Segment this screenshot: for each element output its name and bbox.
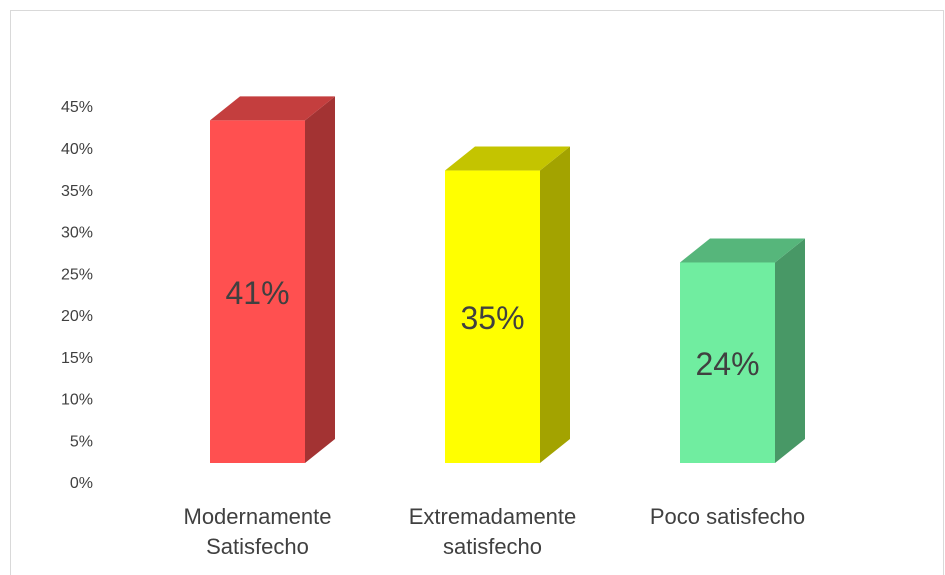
y-tick-label: 35% bbox=[61, 183, 93, 200]
y-tick-label: 25% bbox=[61, 266, 93, 283]
bar-side bbox=[305, 96, 335, 463]
y-tick-label: 40% bbox=[61, 141, 93, 158]
y-tick-label: 15% bbox=[61, 350, 93, 367]
bar-side bbox=[540, 146, 570, 464]
x-tick-label: Extremadamente satisfecho bbox=[408, 504, 577, 559]
bar-top bbox=[445, 146, 570, 171]
data-label: 41% bbox=[225, 275, 289, 311]
data-label: 24% bbox=[695, 346, 759, 382]
y-tick-label: 10% bbox=[61, 392, 93, 409]
x-tick-label: Modernamente Satisfecho bbox=[183, 504, 332, 559]
x-tick-label: Poco satisfecho bbox=[649, 504, 806, 529]
bar bbox=[210, 120, 305, 463]
y-tick-label: 0% bbox=[70, 475, 93, 492]
bar bbox=[680, 262, 775, 463]
y-tick-label: 30% bbox=[61, 225, 93, 242]
y-tick-label: 20% bbox=[61, 308, 93, 325]
bar bbox=[445, 170, 540, 464]
y-tick-label: 45% bbox=[61, 99, 93, 116]
data-label: 35% bbox=[460, 300, 524, 336]
bar-top bbox=[680, 238, 805, 263]
bar-side bbox=[775, 238, 805, 463]
bar-top bbox=[210, 96, 335, 121]
y-tick-label: 5% bbox=[70, 433, 93, 450]
chart-border bbox=[10, 10, 944, 575]
